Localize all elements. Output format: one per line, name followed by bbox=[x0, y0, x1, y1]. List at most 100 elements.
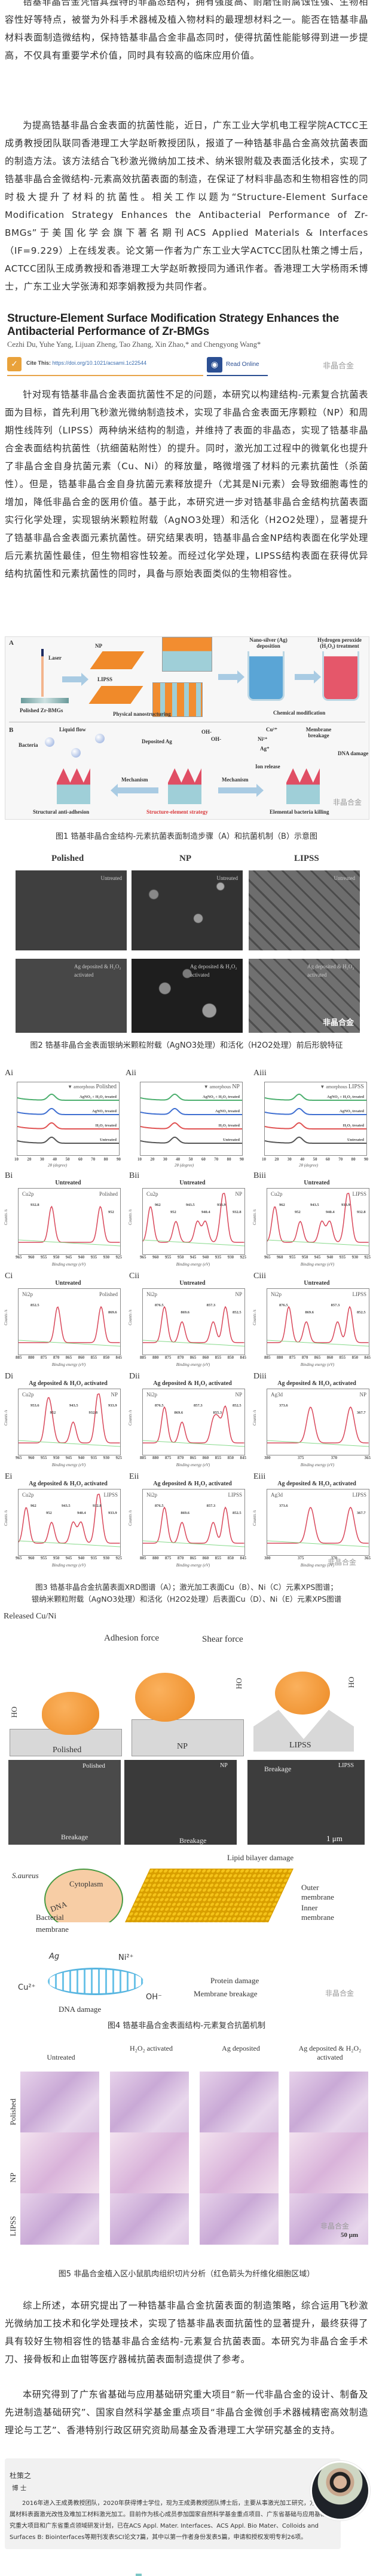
sem-breakage-image bbox=[8, 1760, 121, 1845]
decorative-icon bbox=[136, 2574, 142, 2576]
xps-panel: Bi Untreated Cu2p Polished 932.8 952 Coun… bbox=[4, 1171, 122, 1267]
xrd-series-line bbox=[140, 1107, 242, 1115]
sem-image: Untreated bbox=[16, 870, 127, 950]
author-bio-card: 杜策之 博 士 2016年进入王成勇教授团队，2020年获得博士学位，现为王成勇… bbox=[5, 2458, 341, 2549]
figure-3-xrd-xps: Ai AgNO₃ + H₂O₂ treated AgNO₃ treated H₂O₂… bbox=[0, 1069, 373, 1576]
paper-title: Structure-Element Surface Modification S… bbox=[7, 312, 339, 338]
panel-title: Ag deposited & H₂O₂ activated bbox=[29, 1380, 108, 1387]
lipss-structure bbox=[286, 768, 320, 804]
xps-panel: Diii Ag deposited & H₂O₂ activated Ag3d … bbox=[252, 1372, 371, 1467]
panel-tag: Ci bbox=[5, 1272, 13, 1281]
xps-spectrum bbox=[18, 1306, 121, 1347]
figure-2-sem: Polished NP LIPSS Untreated Untreated Un… bbox=[0, 854, 373, 1033]
author-avatar bbox=[310, 2461, 370, 2520]
xrd-series-label: AgNO₃ + H₂O₂ treated bbox=[80, 1095, 117, 1099]
np-sample bbox=[90, 651, 145, 669]
peak-label: 876.5 bbox=[279, 1303, 288, 1307]
xps-baseline bbox=[142, 1440, 245, 1447]
arrow-right-icon bbox=[295, 670, 321, 684]
peak-label: 932.8 bbox=[30, 1203, 39, 1207]
bacterium-cell-icon bbox=[44, 1869, 123, 1922]
xrd-panel: Aiii AgNO₃ + H₂O₂ treated AgNO₃ treated H₂… bbox=[253, 1069, 368, 1168]
figure-1-schematic: A Laser Polished Zr-BMGs NP LIPSS Physic… bbox=[5, 636, 369, 820]
sem-breakage-image bbox=[247, 1760, 365, 1845]
xps-baseline bbox=[267, 1340, 369, 1347]
panel-tag: Cii bbox=[129, 1272, 140, 1281]
histology-image bbox=[200, 2072, 279, 2140]
dna-helix-icon bbox=[48, 1968, 143, 1995]
histology-image bbox=[110, 2132, 189, 2200]
xps-spectrum bbox=[142, 1506, 245, 1547]
xps-baseline bbox=[267, 1540, 369, 1547]
funding-paragraph: 本研究得到了广东省基础与应用基础研究重大项目“新一代非晶合金的设计、制备及先进制… bbox=[5, 2389, 368, 2436]
xrd-plot-polished: AgNO₃ + H₂O₂ treated AgNO₃ treated H₂O₂ tr… bbox=[17, 1093, 119, 1144]
histology-image bbox=[289, 2132, 368, 2200]
panel-tag: Bi bbox=[5, 1171, 13, 1180]
xrd-series-label: AgNO₃ + H₂O₂ treated bbox=[203, 1095, 240, 1099]
xps-panel: Eiii Ag deposited & H₂O₂ activated Ag3d … bbox=[252, 1472, 371, 1568]
panel-title: Ag deposited & H₂O₂ activated bbox=[29, 1481, 108, 1487]
xrd-series-label: Untreated bbox=[100, 1138, 117, 1142]
xrd-series-line bbox=[140, 1136, 242, 1144]
beaker-silver-icon bbox=[247, 651, 285, 701]
arrow-right-icon bbox=[218, 670, 244, 684]
peak-label: 852.5 bbox=[30, 1303, 39, 1307]
xps-envelope-line bbox=[18, 1494, 120, 1544]
peak-label: 869.6 bbox=[305, 1310, 314, 1315]
xps-baseline bbox=[142, 1340, 245, 1347]
peak-label: 876.5 bbox=[155, 1303, 164, 1307]
histology-image bbox=[110, 2193, 189, 2245]
bacterium-icon bbox=[275, 1672, 330, 1715]
xrd-series-label: AgNO₃ + H₂O₂ treated bbox=[327, 1095, 364, 1099]
peak-label: 952 bbox=[295, 1210, 301, 1214]
xrd-series-line bbox=[140, 1122, 242, 1129]
xps-panel: Ciii Untreated Ni2p LIPSS 876.5 869.6 857.… bbox=[252, 1272, 371, 1367]
read-online-button[interactable]: ◉ Read Online bbox=[207, 356, 268, 376]
panel-title: Untreated bbox=[55, 1180, 81, 1186]
xps-panel: Cii Untreated Ni2p NP 876.5 869.6 857.3 852… bbox=[128, 1272, 246, 1367]
peak-label: 855.3 bbox=[213, 1411, 222, 1415]
peak-label: 952 bbox=[50, 1411, 56, 1415]
strategy-label: Structure-element strategy bbox=[146, 809, 209, 815]
doi-link[interactable]: https://doi.org/10.1021/acsami.1c22544 bbox=[52, 360, 147, 366]
xrd-panel: Aii AgNO₃ + H₂O₂ treated AgNO₃ treated H₂O… bbox=[126, 1069, 244, 1168]
cite-this-bar[interactable]: ✓ Cite This: https://doi.org/10.1021/acs… bbox=[7, 356, 203, 376]
panel-tag: Di bbox=[5, 1372, 13, 1381]
peak-label: 373.6 bbox=[279, 1504, 288, 1508]
watermark: 非晶合金 bbox=[333, 798, 362, 807]
np-zoom-inset bbox=[162, 637, 212, 672]
sem-image: Ag deposited & H₂O₂ activated bbox=[16, 959, 127, 1033]
histology-image bbox=[200, 2193, 279, 2245]
bacterium-icon bbox=[42, 1692, 99, 1735]
watermark: 非晶合金 bbox=[323, 362, 354, 371]
xrd-series-label: AgNO₃ treated bbox=[92, 1109, 117, 1113]
watermark: 非晶合金 bbox=[320, 2222, 350, 2230]
xps-spectrum bbox=[267, 1506, 369, 1547]
peak-label: 943.5 bbox=[62, 1504, 71, 1508]
xps-baseline bbox=[267, 1239, 369, 1247]
panel-tag: Ciii bbox=[253, 1272, 267, 1281]
panel-tag: Biii bbox=[253, 1171, 267, 1180]
peak-label: 857.3 bbox=[206, 1303, 216, 1307]
panel-title: Ag deposited & H₂O₂ activated bbox=[153, 1380, 232, 1387]
peak-label: 852.5 bbox=[233, 1310, 241, 1315]
xps-envelope-line bbox=[267, 1406, 369, 1444]
peak-label: 852.5 bbox=[233, 1404, 241, 1408]
xps-spectrum bbox=[18, 1393, 121, 1447]
peak-label: 943.5 bbox=[310, 1203, 319, 1207]
xps-spectrum bbox=[18, 1205, 121, 1247]
figure-5-caption: 图5 非晶合金植入区小鼠肌肉组织切片分析（红色箭头为纤维化细胞区域） bbox=[58, 2270, 315, 2279]
xps-baseline bbox=[18, 1239, 121, 1247]
xps-envelope-line bbox=[267, 1506, 369, 1544]
figure-3-caption-line-2: 银纳米颗粒附载（AgNO3处理）和活化（H2O2处理）后表面Cu（D）、Ni（E… bbox=[31, 1595, 342, 1604]
sem-image: Untreated bbox=[132, 870, 243, 950]
bacteria-icon bbox=[45, 737, 54, 747]
xrd-plot-np: AgNO₃ + H₂O₂ treated AgNO₃ treated H₂O₂ tr… bbox=[140, 1093, 242, 1144]
bacteria-icon bbox=[95, 734, 105, 743]
peak-label: 933.9 bbox=[217, 1203, 226, 1207]
arrow-right-icon bbox=[62, 673, 88, 686]
intro-paragraph: 锆基非晶合金凭借其独特的非晶态结构，拥有强度高、耐磨性耐腐蚀性强、生物相容性好等… bbox=[5, 0, 368, 61]
figure-4-lower: Bacterial membrane Ag Ni²⁺ Cu²⁺ OH⁻ DNA … bbox=[18, 1913, 354, 2014]
panel-title: Untreated bbox=[304, 1280, 330, 1287]
peak-label: 373.6 bbox=[279, 1404, 288, 1408]
